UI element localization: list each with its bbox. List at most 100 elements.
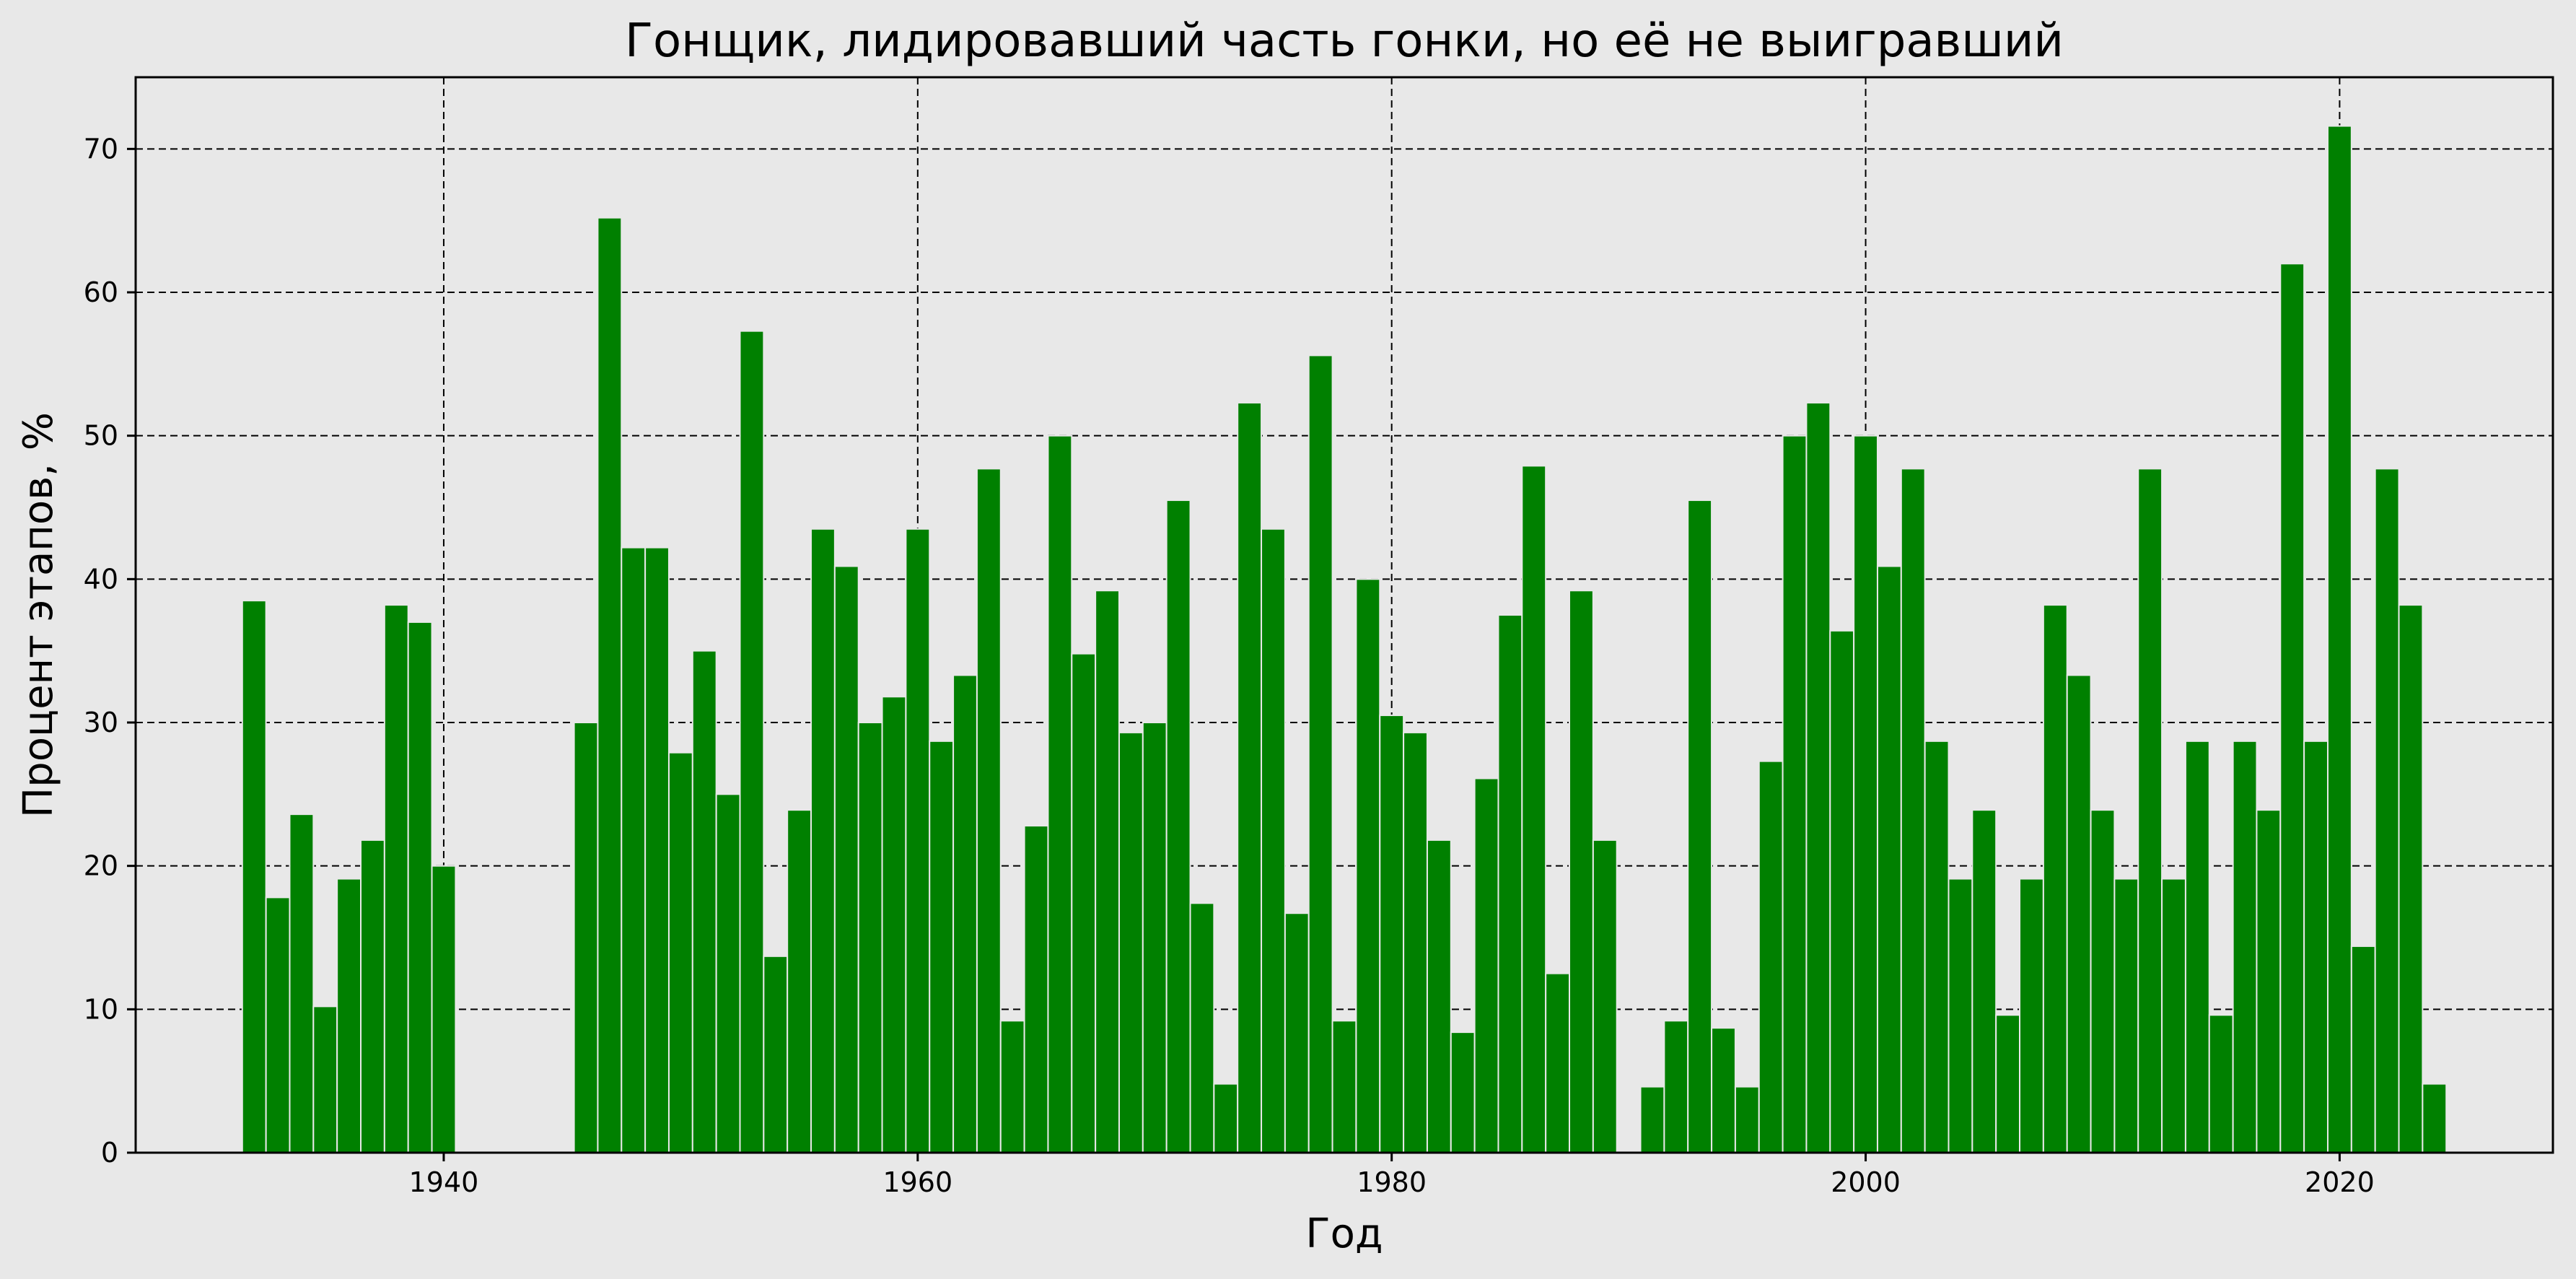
bar-2011 xyxy=(2113,878,2139,1153)
bar-1957 xyxy=(833,565,859,1153)
y-tick-label: 0 xyxy=(101,1137,118,1169)
bar-1969 xyxy=(1118,731,1144,1153)
bar-1986 xyxy=(1521,465,1547,1153)
bar-1987 xyxy=(1545,972,1571,1153)
bar-1972 xyxy=(1189,902,1215,1153)
bar-1939 xyxy=(407,621,433,1153)
bar-1962 xyxy=(952,674,978,1153)
plot-frame xyxy=(134,76,2554,1154)
bar-1935 xyxy=(312,1005,338,1153)
bar-1984 xyxy=(1473,777,1499,1153)
bar-1999 xyxy=(1829,629,1855,1153)
y-tick-label: 10 xyxy=(84,993,118,1025)
bar-1936 xyxy=(336,878,362,1153)
bar-2010 xyxy=(2090,809,2116,1153)
bar-1932 xyxy=(241,600,267,1153)
bar-1973 xyxy=(1213,1083,1239,1154)
bar-1971 xyxy=(1165,499,1191,1153)
bar-1949 xyxy=(644,546,670,1153)
bar-1964 xyxy=(999,1020,1025,1154)
chart-title: Гонщик, лидировавший часть гонки, но её … xyxy=(625,14,2064,68)
x-tick-label: 1940 xyxy=(409,1166,479,1198)
bar-1953 xyxy=(739,330,765,1153)
y-tick-label: 70 xyxy=(84,133,118,165)
x-tick-label: 2020 xyxy=(2305,1166,2375,1198)
bar-1981 xyxy=(1403,731,1428,1153)
y-tick-label: 30 xyxy=(84,707,118,738)
bar-1940 xyxy=(431,865,457,1153)
bar-1970 xyxy=(1142,722,1167,1153)
bar-1994 xyxy=(1711,1027,1736,1154)
bar-1975 xyxy=(1261,528,1286,1153)
bar-1997 xyxy=(1782,435,1808,1153)
x-axis-label: Год xyxy=(1305,1210,1383,1257)
y-tick-label: 50 xyxy=(84,420,118,452)
bar-1996 xyxy=(1758,760,1784,1153)
bar-2012 xyxy=(2137,468,2163,1153)
bar-1950 xyxy=(667,751,693,1153)
bar-2017 xyxy=(2256,809,2282,1153)
bar-1980 xyxy=(1379,715,1405,1153)
bar-2018 xyxy=(2279,263,2305,1153)
bar-2014 xyxy=(2184,740,2210,1153)
bar-2013 xyxy=(2161,878,2186,1153)
bar-2002 xyxy=(1900,468,1926,1153)
y-tick-label: 60 xyxy=(84,276,118,308)
y-axis-label: Процент этапов, % xyxy=(15,412,62,818)
y-tick-label: 20 xyxy=(84,850,118,882)
bar-2000 xyxy=(1853,435,1878,1153)
bar-1934 xyxy=(289,813,315,1153)
bar-1983 xyxy=(1450,1031,1476,1153)
bar-1956 xyxy=(810,528,836,1153)
bar-2022 xyxy=(2374,468,2400,1153)
bar-1979 xyxy=(1355,578,1381,1153)
y-tick-label: 40 xyxy=(84,563,118,595)
bar-1946 xyxy=(573,722,599,1153)
bar-1960 xyxy=(905,528,931,1153)
bar-2024 xyxy=(2422,1083,2448,1154)
bar-2007 xyxy=(2019,878,2044,1153)
bar-1977 xyxy=(1307,354,1333,1153)
bar-1955 xyxy=(787,809,812,1153)
bar-1978 xyxy=(1331,1020,1357,1154)
bar-1933 xyxy=(265,896,291,1153)
bar-1961 xyxy=(929,740,955,1153)
x-tick-label: 1960 xyxy=(882,1166,952,1198)
bar-2001 xyxy=(1876,565,1902,1153)
bar-1985 xyxy=(1497,614,1523,1153)
bar-2003 xyxy=(1924,740,1950,1153)
bar-1995 xyxy=(1734,1086,1760,1153)
bar-1982 xyxy=(1426,839,1452,1153)
bar-1951 xyxy=(691,650,717,1153)
bar-2016 xyxy=(2232,740,2258,1153)
bar-1938 xyxy=(383,604,409,1153)
x-tick-label: 1980 xyxy=(1357,1166,1427,1198)
bar-2020 xyxy=(2326,125,2352,1154)
bar-1976 xyxy=(1284,912,1310,1154)
bar-1963 xyxy=(976,468,1002,1153)
bar-1968 xyxy=(1095,590,1120,1153)
bar-2023 xyxy=(2398,604,2424,1153)
bar-1959 xyxy=(881,696,907,1153)
axis-ticks: 1940 1960 1980 2000 2020 0 10 20 30 40 50 60 70 xyxy=(84,133,2375,1198)
bar-2009 xyxy=(2066,674,2092,1153)
bar-2019 xyxy=(2303,740,2329,1153)
bar-1992 xyxy=(1663,1020,1689,1154)
bar-1948 xyxy=(621,546,647,1153)
bar-1974 xyxy=(1237,401,1263,1153)
bar-1954 xyxy=(763,955,789,1153)
bar-1966 xyxy=(1047,435,1073,1153)
bar-2004 xyxy=(1948,878,1973,1153)
bar-1993 xyxy=(1687,499,1713,1153)
bar-1958 xyxy=(857,722,883,1153)
bar-2006 xyxy=(1995,1014,2021,1154)
bar-1967 xyxy=(1071,652,1097,1153)
bar-1991 xyxy=(1639,1086,1665,1153)
bar-2021 xyxy=(2350,945,2376,1154)
bar-1998 xyxy=(1805,401,1831,1153)
bar-1988 xyxy=(1569,590,1594,1153)
bar-1937 xyxy=(360,839,385,1153)
bar-1952 xyxy=(715,793,741,1154)
bar-2005 xyxy=(1971,809,1997,1153)
